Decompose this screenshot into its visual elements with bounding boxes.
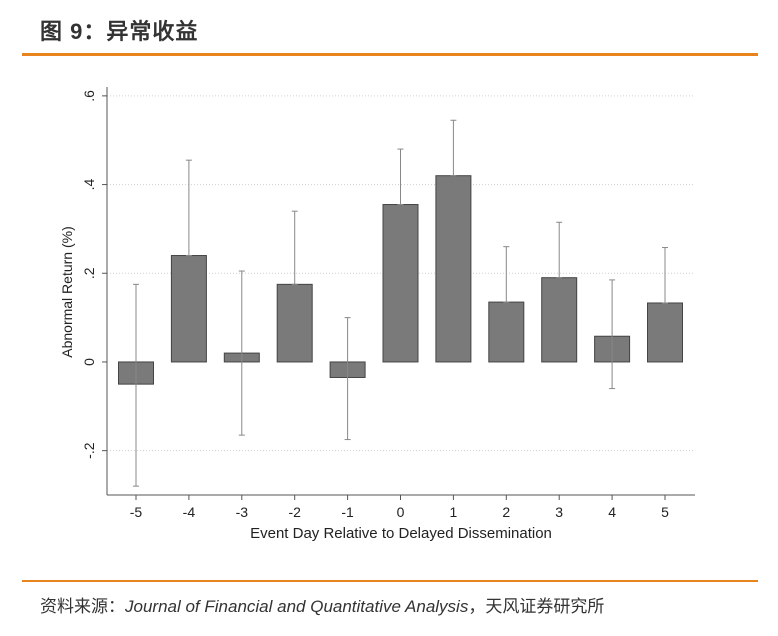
- figure-title: 图 9：异常收益: [40, 19, 199, 44]
- y-tick-label-1: 0: [81, 358, 97, 366]
- x-tick-label-0: -5: [130, 504, 143, 520]
- x-tick-label-4: -1: [341, 504, 354, 520]
- bar-day-2: [488, 301, 525, 363]
- abnormal-return-chart: -.2 0 .2 .4 .6 -5 -4 -3 -2 -1 0 1 2 3 4 5 Abnormal Retu…: [59, 87, 695, 542]
- y-tick-label-0: -.2: [81, 442, 97, 459]
- source-note: 资料来源：Journal of Financial and Quantitati…: [40, 592, 604, 617]
- y-tick-label-3: .4: [81, 179, 97, 191]
- footer-divider: [22, 580, 758, 582]
- source-prefix: 资料来源：: [40, 597, 125, 616]
- x-tick-label-9: 4: [608, 504, 616, 520]
- bar-day--4: [170, 255, 207, 363]
- x-axis-label: Event Day Relative to Delayed Disseminat…: [250, 525, 552, 542]
- source-suffix: ，天风证券研究所: [468, 597, 605, 616]
- header-divider: [22, 53, 758, 56]
- x-tick-label-5: 0: [397, 504, 405, 520]
- bar-day-3: [541, 277, 578, 363]
- x-tick-label-1: -4: [183, 504, 196, 520]
- source-journal: Journal of Financial and Quantitative An…: [125, 597, 469, 616]
- x-tick-label-3: -2: [288, 504, 301, 520]
- x-tick-label-2: -3: [236, 504, 249, 520]
- y-tick-label-2: .2: [81, 267, 97, 279]
- bar-day-0: [382, 204, 419, 363]
- y-axis-label: Abnormal Return (%): [59, 226, 75, 358]
- x-tick-label-8: 3: [555, 504, 563, 520]
- x-tick-label-7: 2: [502, 504, 510, 520]
- bar-day-1: [435, 175, 472, 363]
- bars-layer: [118, 175, 683, 385]
- error-bars-layer: [133, 119, 668, 487]
- x-tick-label-10: 5: [661, 504, 669, 520]
- bar-day-5: [647, 302, 683, 363]
- axes-layer: -.2 0 .2 .4 .6 -5 -4 -3 -2 -1 0 1 2 3 4 5: [81, 87, 695, 520]
- y-tick-label-4: .6: [81, 90, 97, 102]
- bar-day--2: [276, 283, 313, 363]
- x-tick-label-6: 1: [450, 504, 458, 520]
